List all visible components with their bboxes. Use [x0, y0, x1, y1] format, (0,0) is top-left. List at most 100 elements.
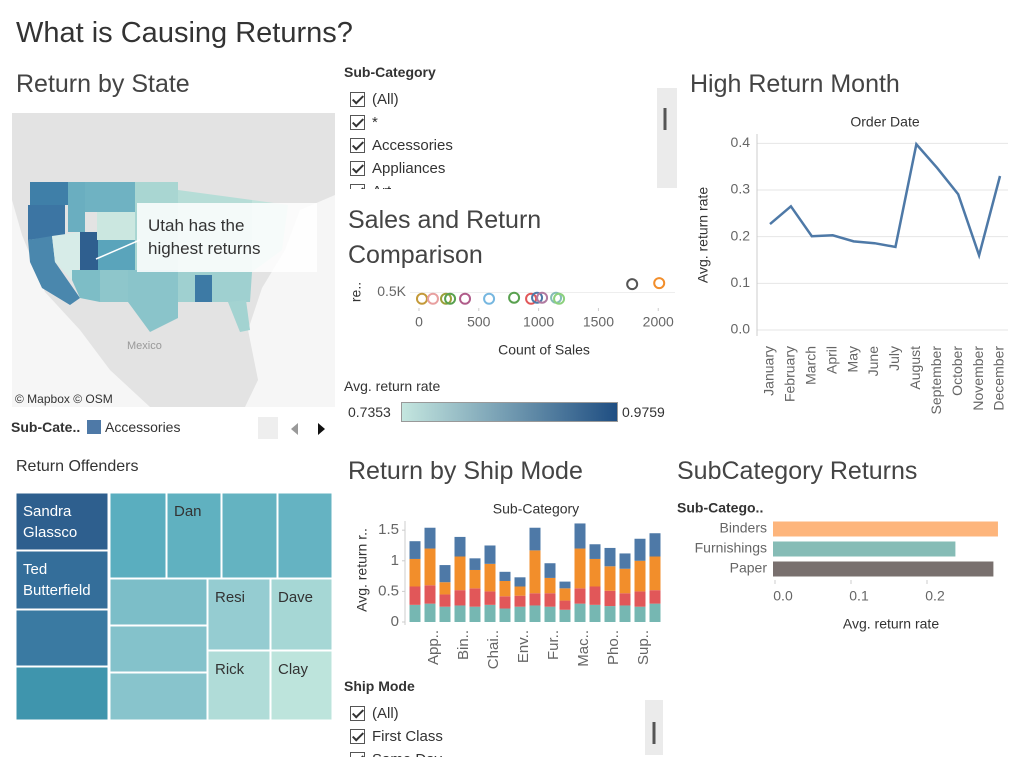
filter-option[interactable]: *	[350, 111, 378, 134]
bar-segment	[619, 553, 631, 569]
treemap-tile	[166, 492, 222, 579]
bar-segment	[604, 606, 616, 622]
option-label: First Class	[372, 727, 443, 745]
checkbox[interactable]	[350, 729, 365, 744]
filter-option[interactable]: Same Day	[350, 748, 442, 757]
y-tick-label: 0.1	[731, 274, 751, 290]
filter-option[interactable]: Accessories	[350, 134, 453, 157]
x-tick-label: 0	[415, 314, 423, 330]
next-arrow[interactable]	[318, 423, 325, 435]
filter-option[interactable]: Appliances	[350, 157, 445, 180]
bar-segment	[589, 604, 601, 622]
x-tick-label: App..	[425, 630, 442, 665]
treemap-tile	[207, 578, 271, 651]
map-region	[52, 232, 80, 280]
x-tick-label: Chai..	[485, 630, 502, 669]
checkbox[interactable]	[350, 752, 365, 757]
bar-segment	[649, 556, 661, 591]
filter-option[interactable]: Art	[350, 180, 391, 189]
bar	[773, 521, 998, 537]
x-tick-label: May	[844, 346, 860, 372]
checkbox[interactable]	[350, 115, 365, 130]
treemap-tile	[270, 650, 333, 721]
color-legend-bar	[401, 402, 618, 422]
color-legend-title: Avg. return rate	[344, 378, 441, 394]
chart-title: Return by Ship Mode	[348, 457, 583, 485]
x-tick-label: Sup..	[635, 630, 652, 665]
bar-segment	[559, 609, 571, 622]
bar-segment	[469, 569, 481, 589]
bar-segment	[409, 541, 421, 559]
map-region	[68, 182, 85, 232]
x-tick-label: February	[782, 346, 798, 402]
checkbox[interactable]	[350, 161, 365, 176]
color-legend-max: 0.9759	[622, 404, 665, 420]
x-tick-label: 0.0	[773, 588, 793, 604]
bar-segment	[529, 527, 541, 551]
bar-segment	[469, 588, 481, 607]
filter-option[interactable]: (All)	[350, 88, 399, 111]
bar-segment	[529, 593, 541, 606]
prev-arrow[interactable]	[291, 423, 298, 435]
dashboard-title: What is Causing Returns?	[16, 17, 353, 49]
treemap-label: Dan	[174, 503, 202, 520]
checkbox[interactable]	[350, 706, 365, 721]
treemap-tile	[109, 492, 167, 579]
x-axis-title: Count of Sales	[498, 342, 590, 358]
point	[440, 292, 453, 305]
treemap-label: Ted Butterfield	[23, 561, 91, 599]
bar-segment	[439, 582, 451, 595]
checkbox[interactable]	[350, 92, 365, 107]
bar-segment	[454, 590, 466, 606]
bar-segment	[514, 577, 526, 587]
bar-segment	[514, 606, 526, 622]
annotation-line	[95, 239, 141, 260]
bar-segment	[424, 527, 436, 549]
bar-segment	[604, 566, 616, 591]
bar-segment	[604, 547, 616, 567]
bar-segment	[484, 591, 496, 605]
point	[653, 277, 666, 290]
scrollbar	[657, 88, 677, 188]
checkbox[interactable]	[350, 138, 365, 153]
bar-segment	[559, 600, 571, 610]
bar-segment	[559, 588, 571, 601]
x-tick-label: 0.2	[925, 588, 945, 604]
bar-segment	[499, 596, 511, 609]
filter-title: Sub-Category	[344, 64, 436, 80]
treemap-label: Clay	[278, 661, 309, 678]
bar-segment	[619, 605, 631, 622]
page-button[interactable]	[258, 417, 278, 439]
filter-list: (All) * Accessories Appliances Art	[350, 88, 640, 189]
map-region	[228, 300, 250, 332]
chart-title: SubCategory Returns	[677, 457, 918, 485]
bar-segment	[439, 594, 451, 607]
y-tick-label: 1.5	[378, 521, 399, 538]
bar-segment	[619, 593, 631, 606]
map	[12, 113, 335, 407]
x-tick-label: 0.1	[849, 588, 869, 604]
checkbox[interactable]	[350, 184, 365, 189]
point	[508, 291, 521, 304]
bar-segment	[589, 558, 601, 587]
treemap-tile	[15, 492, 109, 551]
option-label: (All)	[372, 90, 399, 108]
map-legend-title: Sub-Cate..	[11, 419, 81, 435]
treemap-tile	[270, 578, 333, 651]
bar-segment	[409, 586, 421, 605]
map-region	[28, 205, 65, 240]
point	[536, 291, 549, 304]
line	[769, 141, 1002, 260]
filter-option[interactable]: First Class	[350, 725, 443, 748]
x-tick-label: Mac..	[575, 630, 592, 667]
bar-segment	[454, 536, 466, 557]
chart-title: High Return Month	[690, 70, 900, 98]
filter-option[interactable]: (All)	[350, 702, 399, 725]
bar-segment	[544, 563, 556, 578]
bar-segment	[454, 556, 466, 591]
bar-segment	[604, 590, 616, 607]
bar-segment	[439, 606, 451, 622]
bar-segment	[634, 538, 646, 561]
x-tick-label: 1000	[523, 314, 554, 330]
chart-subtitle: Order Date	[850, 114, 919, 130]
